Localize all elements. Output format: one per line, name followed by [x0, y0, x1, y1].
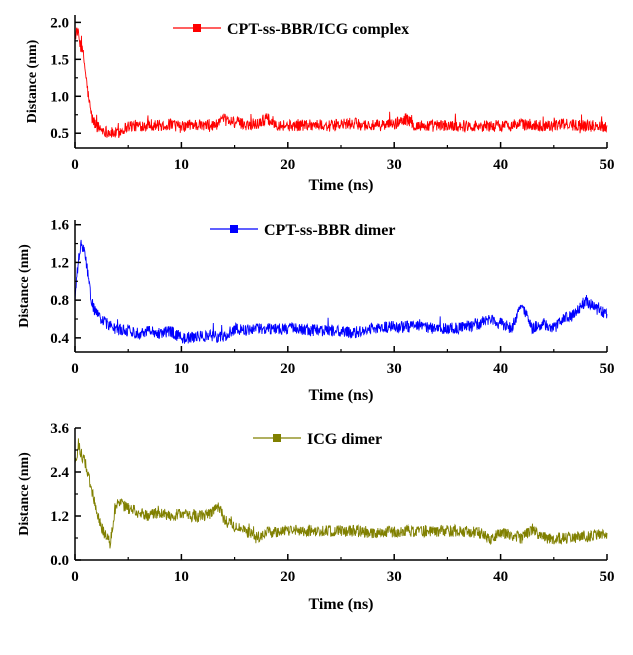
y-tick-label: 0.5 [50, 126, 69, 142]
x-tick-label: 10 [174, 157, 189, 173]
x-axis-title: Time (ns) [308, 596, 373, 613]
x-tick-label: 50 [600, 569, 615, 585]
chart-panel-2: 0 10 20 30 40 50 0.4 0.8 1.2 1.6 Time (ns) Distance… [17, 218, 615, 404]
x-tick-label: 20 [280, 569, 295, 585]
y-tick-label: 2.0 [50, 15, 69, 31]
x-axis-title: Time (ns) [308, 387, 373, 404]
x-tick-label: 20 [280, 157, 295, 173]
x-tick-label: 50 [600, 157, 615, 173]
y-tick-label: 1.0 [50, 89, 69, 105]
x-tick-label: 10 [174, 569, 189, 585]
y-tick-label: 3.6 [50, 421, 69, 437]
x-tick-label: 10 [174, 361, 189, 377]
x-tick-label: 40 [493, 157, 508, 173]
y-tick-label: 1.6 [50, 218, 69, 234]
y-tick-label: 1.5 [50, 52, 69, 68]
y-axis-title: Distance (nm) [17, 244, 32, 328]
x-tick-label: 50 [600, 361, 615, 377]
x-tick-label: 30 [387, 157, 402, 173]
legend-label: ICG dimer [307, 431, 382, 448]
legend-marker [193, 24, 201, 32]
x-tick-label: 30 [387, 361, 402, 377]
y-tick-label: 1.2 [50, 255, 69, 271]
x-tick-label: 40 [493, 361, 508, 377]
x-tick-label: 0 [71, 569, 79, 585]
y-tick-label: 2.4 [50, 465, 69, 481]
x-tick-label: 30 [387, 569, 402, 585]
y-tick-label: 1.2 [50, 509, 69, 525]
y-tick-label: 0.0 [50, 553, 69, 569]
series-line [74, 27, 608, 138]
x-tick-label: 20 [280, 361, 295, 377]
y-tick-label: 0.8 [50, 293, 69, 309]
legend-label: CPT-ss-BBR dimer [264, 222, 395, 239]
y-tick-label: 0.4 [50, 331, 69, 347]
legend: CPT-ss-BBR/ICG complex [173, 21, 409, 38]
legend-label: CPT-ss-BBR/ICG complex [227, 21, 409, 38]
x-tick-label: 40 [493, 569, 508, 585]
chart-panel-3: 0 10 20 30 40 50 0.0 1.2 2.4 3.6 Time (ns) Distance… [17, 421, 615, 613]
y-axis-title: Distance (nm) [17, 452, 32, 536]
x-tick-label: 0 [71, 361, 79, 377]
legend-marker [230, 225, 238, 233]
legend: ICG dimer [253, 431, 382, 448]
legend-marker [273, 434, 281, 442]
series-line [74, 438, 608, 549]
legend: CPT-ss-BBR dimer [210, 222, 395, 239]
x-axis-title: Time (ns) [308, 177, 373, 194]
y-axis-title: Distance (nm) [25, 39, 40, 123]
series-line [74, 239, 608, 344]
x-tick-label: 0 [71, 157, 79, 173]
chart-panel-1: 0 10 20 30 40 50 0.5 1.0 1.5 2.0 Time (ns) Distance… [25, 15, 615, 194]
